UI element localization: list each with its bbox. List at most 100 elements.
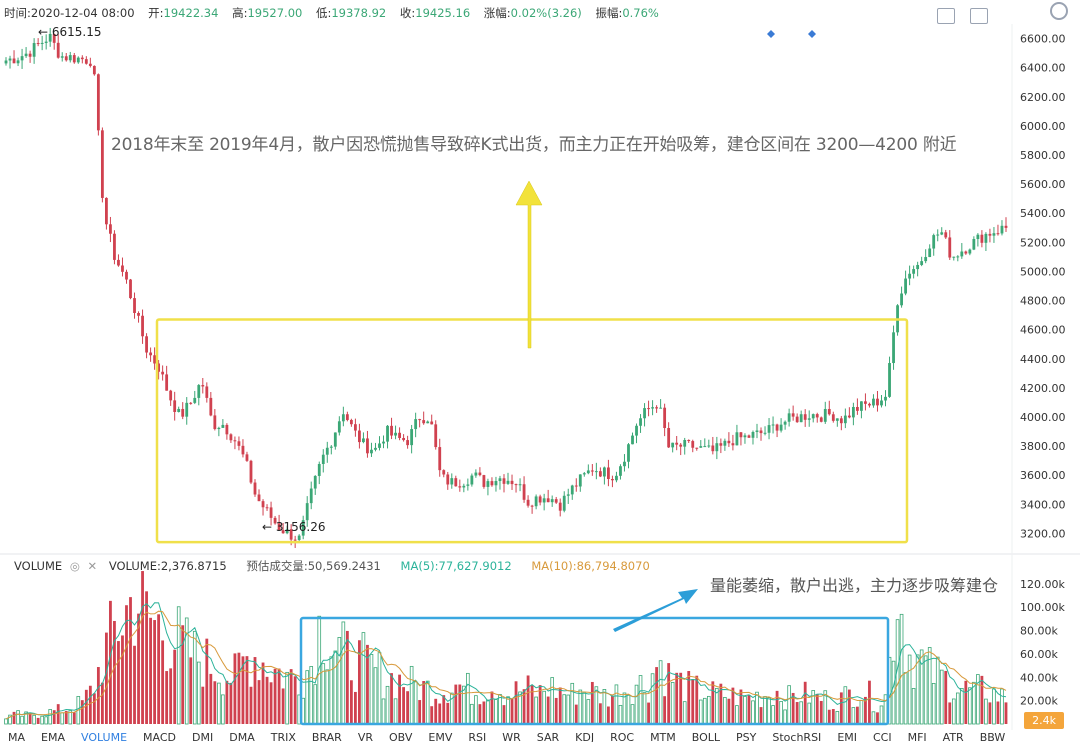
volume-bar	[153, 620, 157, 724]
candle-body	[329, 446, 333, 448]
volume-bar	[221, 694, 225, 725]
candle-body	[723, 440, 727, 446]
volume-bar	[44, 716, 48, 725]
candle-body	[855, 406, 859, 411]
volume-bar	[321, 663, 326, 725]
candle-body	[173, 400, 177, 412]
volume-bar	[590, 681, 594, 724]
indicator-tab-rsi[interactable]: RSI	[468, 731, 487, 742]
change-value: 0.02%(3.26)	[510, 6, 582, 20]
volume-bar	[113, 620, 116, 724]
candle-body	[337, 421, 341, 433]
indicator-tab-dmi[interactable]: DMI	[192, 731, 214, 742]
price-tick-label: 4800.00	[1020, 295, 1066, 308]
volume-bar	[711, 681, 715, 724]
volume-bar	[883, 694, 888, 725]
candle-body	[253, 482, 257, 495]
volume-bar	[349, 680, 353, 724]
candle-body	[554, 499, 558, 503]
volume-bar	[779, 701, 783, 725]
indicator-tab-roc[interactable]: ROC	[610, 731, 635, 742]
candle-body	[193, 397, 197, 403]
amplitude-value: 0.76%	[622, 6, 659, 20]
volume-bar	[157, 614, 161, 724]
close-icon[interactable]: ✕	[87, 559, 98, 573]
indicator-tab-sar[interactable]: SAR	[536, 731, 560, 742]
volume-bar	[976, 674, 980, 725]
candle-body	[623, 461, 626, 467]
indicator-tab-kdj[interactable]: KDJ	[575, 731, 595, 742]
candle-body	[245, 454, 249, 461]
candle-body	[100, 130, 104, 198]
eye-icon[interactable]: ◎	[69, 559, 80, 573]
candle-body	[72, 55, 76, 63]
price-tick-label: 5200.00	[1020, 236, 1066, 249]
candle-body	[418, 419, 422, 421]
candle-body	[514, 484, 518, 486]
annotation-volume: 量能萎缩，散户出逃，主力逐步吸筹建仓	[710, 576, 999, 595]
indicator-tab-macd[interactable]: MACD	[143, 731, 177, 742]
volume-bar	[586, 699, 591, 725]
candle-body	[940, 232, 944, 235]
indicator-tab-mtm[interactable]: MTM	[650, 731, 676, 742]
search-icon[interactable]	[1050, 2, 1068, 20]
candle-body	[84, 59, 88, 64]
indicator-tab-bbw[interactable]: BBW	[979, 731, 1006, 742]
candle-body	[691, 441, 695, 448]
volume-ma10-line	[5, 610, 1007, 720]
candle-body	[719, 443, 723, 446]
candle-body	[478, 472, 482, 476]
candle-body	[647, 408, 650, 410]
candle-body	[92, 65, 96, 75]
candle-body	[16, 60, 20, 64]
indicator-tab-emv[interactable]: EMV	[428, 731, 453, 742]
candle-body	[181, 408, 185, 417]
volume-bar	[570, 682, 575, 725]
indicator-tab-mfi[interactable]: MFI	[907, 731, 927, 742]
candle-body	[285, 529, 289, 534]
indicator-tab-emi[interactable]: EMI	[837, 731, 857, 742]
indicator-tab-obv[interactable]: OBV	[389, 731, 413, 742]
volume-bar	[149, 617, 152, 724]
indicator-tab-ma[interactable]: MA	[8, 731, 26, 742]
volume-bar	[341, 621, 346, 725]
candle-body	[498, 478, 502, 482]
candle-body	[273, 517, 277, 524]
settings-icon[interactable]	[936, 8, 955, 24]
candle-body	[518, 484, 522, 486]
indicator-tab-brar[interactable]: BRAR	[311, 731, 342, 742]
candle-body	[904, 278, 907, 294]
candle-body	[627, 444, 630, 462]
indicator-tab-dma[interactable]: DMA	[229, 731, 255, 742]
volume-bar	[735, 705, 739, 725]
volume-bar	[618, 704, 623, 725]
volume-bar	[988, 702, 992, 724]
fullscreen-icon[interactable]	[970, 8, 988, 24]
indicator-tab-wr[interactable]: WR	[502, 731, 521, 742]
indicator-tab-cci[interactable]: CCI	[873, 731, 892, 742]
candle-body	[60, 56, 64, 58]
volume-bar	[614, 684, 619, 725]
volume-bar	[655, 667, 659, 724]
indicator-tab-ema[interactable]: EMA	[41, 731, 65, 742]
candle-body	[422, 420, 426, 424]
volume-bar	[422, 681, 426, 724]
candle-body	[370, 449, 373, 454]
candle-body	[117, 259, 120, 266]
indicator-tab-boll[interactable]: BOLL	[691, 731, 721, 742]
volume-bar	[498, 694, 502, 725]
candle-body	[956, 256, 960, 258]
volume-bar	[281, 688, 285, 724]
indicator-tab-psy[interactable]: PSY	[736, 731, 757, 742]
indicator-tab-atr[interactable]: ATR	[942, 731, 964, 742]
indicator-tab-volume[interactable]: VOLUME	[80, 731, 128, 742]
candle-body	[201, 385, 205, 387]
candle-body	[374, 447, 377, 450]
indicator-tab-vr[interactable]: VR	[357, 731, 373, 742]
candle-body	[751, 431, 755, 438]
indicator-tab-stochrsi[interactable]: StochRSI	[772, 731, 822, 742]
candle-body	[382, 441, 385, 444]
indicator-tab-trix[interactable]: TRIX	[270, 731, 296, 742]
candle-body	[398, 432, 401, 438]
